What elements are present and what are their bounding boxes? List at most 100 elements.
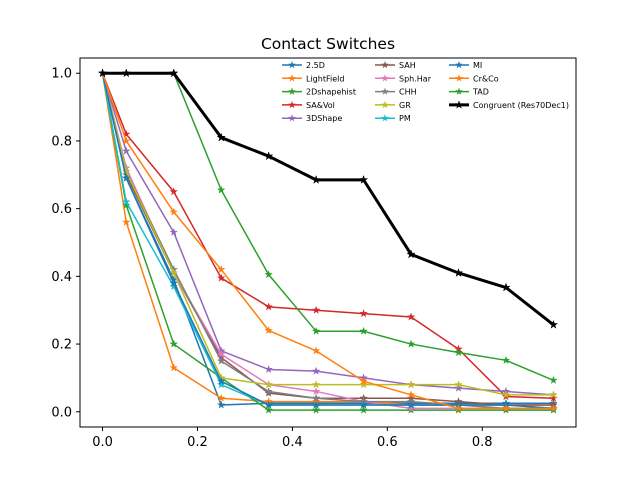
legend-entry: PM [375, 114, 411, 123]
y-tick-label: 0.6 [51, 202, 72, 217]
data-point [359, 400, 368, 409]
data-point [454, 383, 463, 392]
data-point [216, 376, 226, 386]
y-tick-label: 0.8 [51, 134, 72, 149]
data-point [311, 366, 321, 375]
data-point [216, 264, 226, 274]
legend-marker [288, 87, 296, 95]
y-tick-label: 1.0 [51, 67, 72, 82]
legend-entry: 2.5D [282, 60, 325, 70]
data-point [168, 68, 179, 78]
legend-marker [455, 74, 463, 82]
series-8 [98, 68, 558, 399]
legend-entry: LightField [282, 74, 344, 83]
data-point [216, 132, 226, 142]
data-point [216, 393, 226, 402]
data-point [406, 403, 416, 413]
legend-entry: Sph.Har [375, 74, 432, 83]
data-point [453, 267, 464, 278]
data-point [549, 375, 558, 385]
data-point [169, 278, 179, 287]
legend: 2.5D LightField 2Dshapehist SA&Vol 3DShape SA… [282, 60, 569, 123]
data-point [548, 319, 559, 329]
data-point [311, 400, 321, 409]
x-tick-label: 0.0 [92, 435, 113, 450]
y-tick-label: 0.0 [51, 405, 72, 420]
legend-marker [288, 74, 296, 82]
legend-label: TAD [472, 88, 489, 97]
legend-label: LightField [306, 74, 344, 83]
legend-label: CHH [399, 88, 417, 97]
data-point [121, 173, 131, 182]
data-point [264, 302, 274, 311]
legend-marker [454, 100, 464, 109]
data-point [406, 390, 416, 399]
data-point [359, 326, 368, 335]
legend-entry: 3DShape [282, 114, 342, 123]
legend-label: PM [399, 114, 411, 123]
data-point [501, 390, 511, 399]
data-point [311, 405, 321, 414]
data-point [311, 326, 321, 335]
chart-title: Contact Switches [261, 35, 395, 53]
axes-frame [79, 57, 577, 428]
data-point [263, 151, 274, 161]
legend-marker [381, 60, 389, 69]
x-tick-label: 0.2 [187, 435, 208, 450]
x-tick-label: 0.4 [282, 435, 303, 450]
axes: 0.0 0.2 0.4 0.6 0.8 0.0 0.2 0.4 0.6 0.8 1.0 [51, 57, 577, 450]
legend-label: Congruent (Res70Dec1) [473, 101, 569, 110]
legend-label: Sph.Har [399, 74, 432, 83]
data-point [121, 68, 132, 78]
data-point [311, 346, 321, 355]
data-point [358, 174, 369, 184]
legend-entry: 2Dshapehist [282, 87, 356, 97]
plot-area [97, 68, 559, 414]
legend-marker [381, 114, 389, 122]
legend-label: 2.5D [306, 61, 325, 70]
data-point [169, 268, 179, 277]
legend-entry: Cr&Co [449, 74, 499, 83]
data-point [264, 325, 274, 335]
legend-marker [381, 74, 389, 82]
data-point [121, 166, 131, 176]
legend-entry: GR [375, 100, 411, 110]
data-point [216, 356, 226, 365]
data-point [169, 339, 179, 348]
legend-marker [288, 60, 296, 69]
data-point [311, 380, 321, 389]
data-point [216, 380, 226, 389]
y-tick-label: 0.2 [51, 338, 72, 353]
data-point [406, 380, 416, 389]
data-point [169, 363, 179, 372]
legend-marker [288, 114, 296, 122]
data-point [169, 227, 179, 237]
data-point [97, 68, 108, 78]
data-point [406, 249, 416, 259]
x-tick-label: 0.8 [472, 435, 493, 450]
data-point [549, 393, 558, 402]
legend-label: SA&Vol [306, 101, 335, 110]
data-point [549, 403, 558, 413]
data-point [216, 400, 226, 409]
data-point [169, 207, 179, 216]
data-point [264, 400, 274, 409]
legend-marker [381, 87, 389, 95]
legend-marker [455, 60, 463, 69]
data-point [169, 187, 179, 196]
series-13 [97, 68, 559, 329]
data-point [501, 403, 511, 413]
data-point [121, 136, 131, 145]
legend-marker [288, 100, 296, 109]
data-point [359, 308, 368, 318]
data-point [264, 405, 274, 414]
legend-entry: Congruent (Res70Dec1) [449, 100, 569, 110]
data-point [454, 347, 463, 357]
data-point [216, 273, 226, 282]
data-point [454, 380, 463, 389]
data-point [216, 349, 226, 358]
x-tick-label: 0.6 [377, 435, 398, 450]
legend-marker [381, 100, 389, 109]
legend-label: MI [473, 61, 482, 70]
